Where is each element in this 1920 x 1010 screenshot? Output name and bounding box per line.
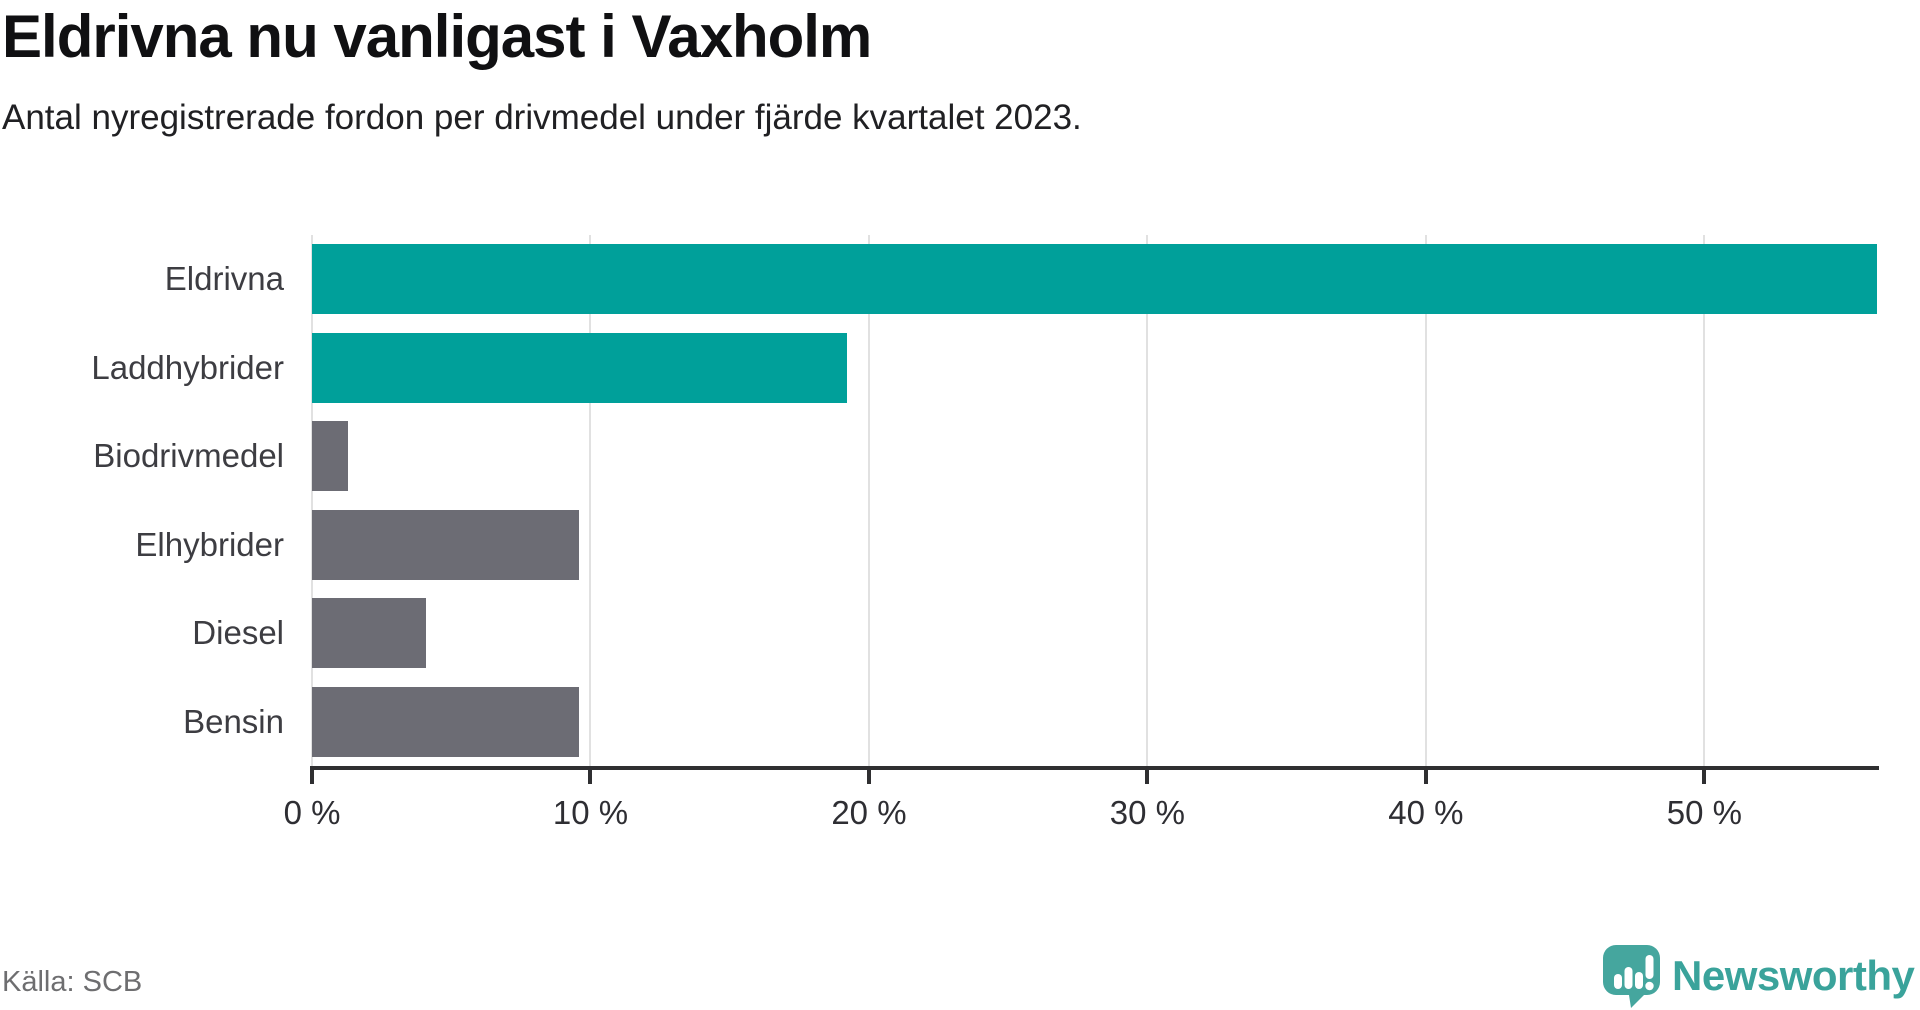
x-axis-line (310, 766, 1879, 770)
category-label-bensin: Bensin (183, 702, 284, 740)
x-tick-50 (1702, 770, 1707, 784)
category-label-elhybrider: Elhybrider (135, 525, 284, 563)
x-tick-label-0: 0 % (283, 794, 341, 831)
x-tick-30 (1145, 770, 1150, 784)
bar-eldrivna (312, 244, 1877, 315)
category-label-eldrivna: Eldrivna (164, 260, 284, 298)
newsworthy-brand: Newsworthy (1600, 942, 1920, 1010)
newsworthy-logo-icon (1603, 945, 1660, 1008)
gridline-0 (311, 235, 313, 766)
bar-bensin (312, 686, 580, 757)
gridline-50 (1703, 235, 1706, 766)
gridline-40 (1424, 235, 1427, 766)
x-tick-label-50: 50 % (1666, 794, 1742, 831)
bar-laddhybrider (312, 332, 847, 403)
x-tick-0 (310, 770, 314, 784)
bar-biodrivmedel (312, 421, 349, 492)
newsworthy-brand-text: Newsworthy (1672, 952, 1915, 999)
category-label-laddhybrider: Laddhybrider (91, 348, 284, 386)
x-tick-label-40: 40 % (1388, 794, 1464, 831)
category-label-diesel: Diesel (192, 614, 284, 652)
bar-diesel (312, 598, 427, 669)
source-note: Källa: SCB (2, 966, 143, 998)
x-tick-20 (866, 770, 871, 784)
gridline-20 (867, 235, 870, 766)
category-label-biodrivmedel: Biodrivmedel (93, 437, 284, 475)
x-tick-10 (588, 770, 593, 784)
x-tick-40 (1423, 770, 1428, 784)
gridline-30 (1146, 235, 1149, 766)
x-tick-label-20: 20 % (831, 794, 907, 831)
gridline-10 (589, 235, 592, 766)
x-tick-label-10: 10 % (552, 794, 629, 831)
bar-elhybrider (312, 509, 580, 580)
chart-subtitle: Antal nyregistrerade fordon per drivmede… (2, 98, 1082, 137)
chart-title: Eldrivna nu vanligast i Vaxholm (2, 3, 872, 70)
x-tick-label-30: 30 % (1109, 794, 1186, 831)
